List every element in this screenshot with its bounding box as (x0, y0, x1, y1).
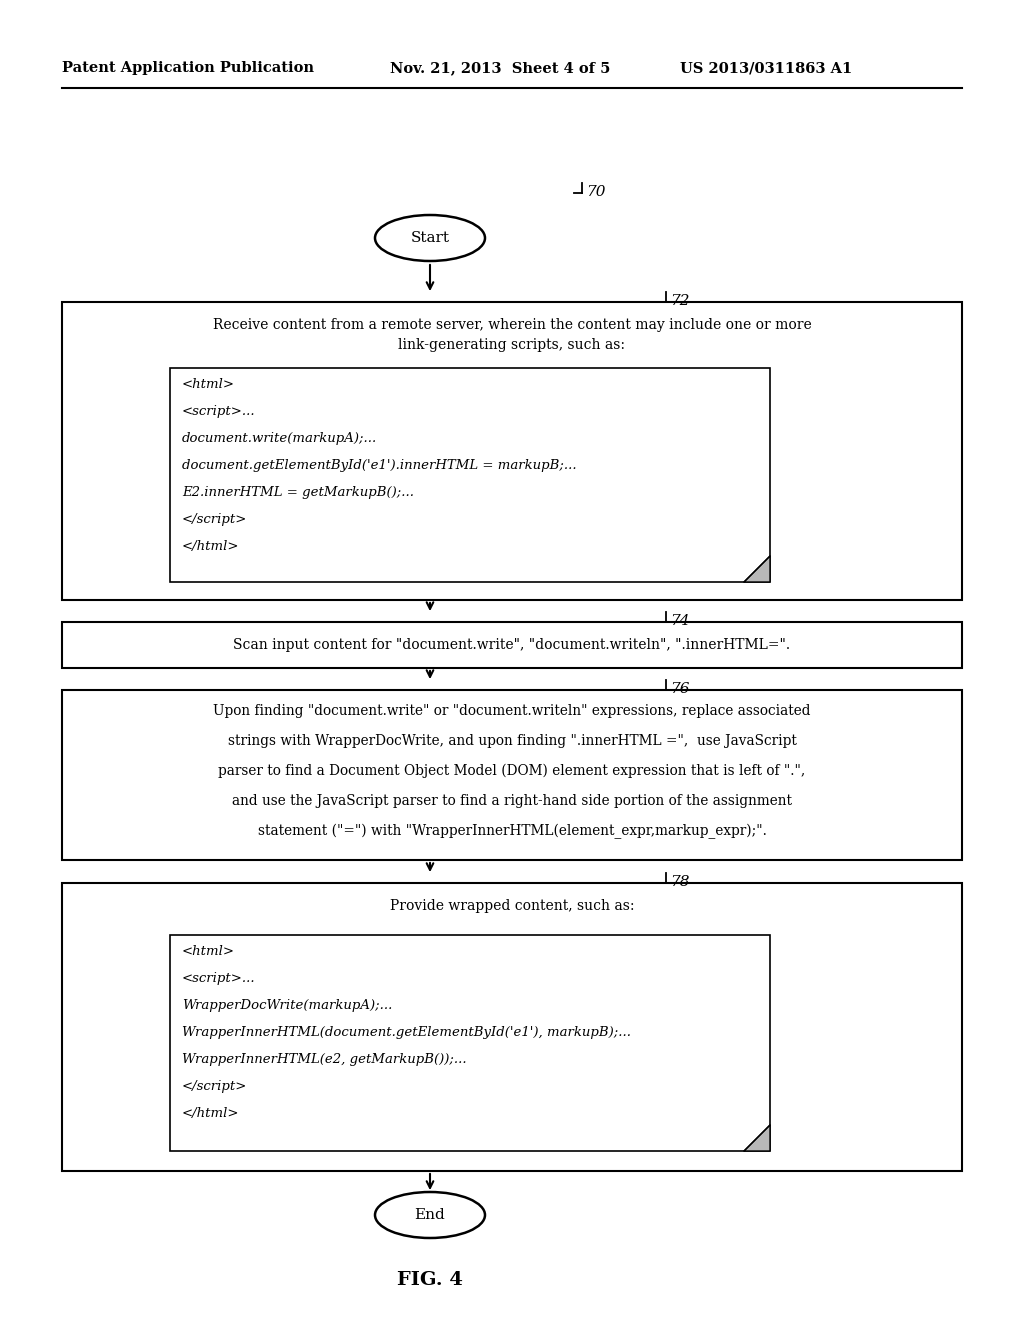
Text: <script>...: <script>... (182, 405, 256, 418)
Polygon shape (744, 556, 770, 582)
Text: US 2013/0311863 A1: US 2013/0311863 A1 (680, 61, 852, 75)
Text: statement ("=") with "WrapperInnerHTML(element_expr,markup_expr);".: statement ("=") with "WrapperInnerHTML(e… (258, 824, 766, 840)
Text: Start: Start (411, 231, 450, 246)
Text: 74: 74 (670, 614, 689, 628)
Text: WrapperDocWrite(markupA);...: WrapperDocWrite(markupA);... (182, 999, 392, 1012)
Bar (170, 368, 770, 582)
Text: Patent Application Publication: Patent Application Publication (62, 61, 314, 75)
Text: E2.innerHTML = getMarkupB();...: E2.innerHTML = getMarkupB();... (182, 486, 414, 499)
Polygon shape (744, 1125, 770, 1151)
Bar (62, 622, 962, 668)
Text: document.write(markupA);...: document.write(markupA);... (182, 432, 377, 445)
Text: <html>: <html> (182, 378, 234, 391)
Text: 76: 76 (670, 682, 689, 696)
Bar (62, 302, 962, 601)
Text: Scan input content for "document.write", "document.writeln", ".innerHTML=".: Scan input content for "document.write",… (233, 638, 791, 652)
Text: </html>: </html> (182, 540, 240, 553)
Text: </script>: </script> (182, 1080, 248, 1093)
Text: 72: 72 (670, 294, 689, 308)
Text: link-generating scripts, such as:: link-generating scripts, such as: (398, 338, 626, 352)
Text: document.getElementById('e1').innerHTML = markupB;...: document.getElementById('e1').innerHTML … (182, 459, 577, 473)
Text: and use the JavaScript parser to find a right-hand side portion of the assignmen: and use the JavaScript parser to find a … (232, 795, 792, 808)
Text: strings with WrapperDocWrite, and upon finding ".innerHTML =",  use JavaScript: strings with WrapperDocWrite, and upon f… (227, 734, 797, 748)
Text: Provide wrapped content, such as:: Provide wrapped content, such as: (390, 899, 634, 913)
Text: <html>: <html> (182, 945, 234, 958)
Text: WrapperInnerHTML(e2, getMarkupB());...: WrapperInnerHTML(e2, getMarkupB());... (182, 1053, 467, 1067)
Text: Nov. 21, 2013  Sheet 4 of 5: Nov. 21, 2013 Sheet 4 of 5 (390, 61, 610, 75)
Text: Upon finding "document.write" or "document.writeln" expressions, replace associa: Upon finding "document.write" or "docume… (213, 704, 811, 718)
Text: </script>: </script> (182, 513, 248, 525)
Polygon shape (744, 556, 770, 582)
Text: 78: 78 (670, 875, 689, 888)
Text: 70: 70 (586, 185, 605, 199)
Text: <script>...: <script>... (182, 972, 256, 985)
Text: parser to find a Document Object Model (DOM) element expression that is left of : parser to find a Document Object Model (… (218, 764, 806, 779)
Text: FIG. 4: FIG. 4 (397, 1271, 463, 1290)
Bar (62, 690, 962, 861)
Bar (170, 935, 770, 1151)
Text: Receive content from a remote server, wherein the content may include one or mor: Receive content from a remote server, wh… (213, 318, 811, 333)
Text: End: End (415, 1208, 445, 1222)
Text: WrapperInnerHTML(document.getElementById('e1'), markupB);...: WrapperInnerHTML(document.getElementById… (182, 1026, 631, 1039)
Bar (62, 883, 962, 1171)
Text: </html>: </html> (182, 1107, 240, 1119)
Polygon shape (744, 1125, 770, 1151)
